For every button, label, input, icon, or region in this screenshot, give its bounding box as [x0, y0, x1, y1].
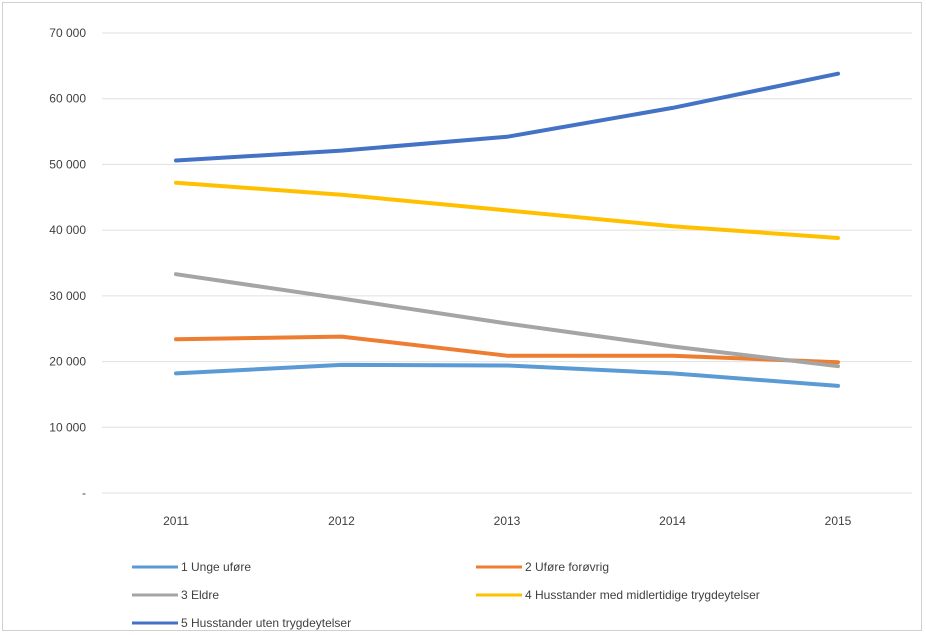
- series-2: [174, 334, 840, 365]
- legend-item: 3 Eldre: [132, 588, 219, 602]
- data-point: [836, 236, 840, 240]
- series-1: [174, 362, 840, 388]
- data-point: [836, 384, 840, 388]
- x-tick-label: 2015: [825, 514, 852, 528]
- series-3: [174, 272, 840, 369]
- series-line: [174, 272, 840, 369]
- series-line: [174, 334, 840, 365]
- data-point: [505, 364, 509, 368]
- data-point: [340, 296, 343, 300]
- series-line: [174, 71, 840, 163]
- data-point: [174, 272, 178, 276]
- data-point: [836, 360, 840, 364]
- series-lines: [174, 71, 840, 388]
- legend-item: 5 Husstander uten trygdeytelser: [132, 616, 351, 630]
- legend-label: 1 Unge uføre: [181, 560, 251, 574]
- legend: 1 Unge uføre 2 Uføre forøvrig 3 Eldre 4 Hus…: [132, 560, 760, 630]
- data-point: [505, 135, 509, 139]
- series-4: [174, 180, 840, 240]
- x-tick-label: 2011: [163, 514, 189, 528]
- data-point: [671, 106, 674, 110]
- data-point: [505, 354, 509, 358]
- data-point: [505, 321, 509, 325]
- data-point: [671, 344, 674, 348]
- legend-item: 4 Husstander med midlertidige trygdeytel…: [476, 588, 760, 602]
- y-tick-label: 30 000: [49, 289, 86, 303]
- data-point: [174, 337, 178, 341]
- legend-label: 4 Husstander med midlertidige trygdeytel…: [525, 588, 760, 602]
- y-tick-label: 10 000: [49, 420, 86, 434]
- data-point: [340, 193, 343, 197]
- y-axis: - 10 000 20 000 30 000 40 000 50 000 60 000 70 …: [49, 26, 86, 500]
- data-point: [340, 149, 343, 153]
- x-axis: 2011 2012 2013 2014 2015: [163, 514, 852, 528]
- data-point: [671, 371, 674, 375]
- data-point: [671, 224, 674, 228]
- x-tick-label: 2014: [659, 514, 686, 528]
- data-point: [505, 208, 509, 212]
- data-point: [174, 181, 178, 185]
- data-point: [340, 335, 343, 339]
- x-tick-label: 2013: [494, 514, 521, 528]
- y-tick-label: 20 000: [49, 355, 86, 369]
- series-5: [174, 71, 840, 163]
- data-point: [836, 364, 840, 368]
- data-point: [671, 354, 674, 358]
- data-point: [340, 363, 343, 367]
- y-tick-label: -: [82, 486, 86, 500]
- y-tick-label: 50 000: [49, 157, 86, 171]
- y-tick-label: 70 000: [49, 26, 86, 40]
- x-tick-label: 2012: [328, 514, 355, 528]
- data-point: [836, 72, 840, 76]
- legend-item: 2 Uføre forøvrig: [476, 560, 609, 574]
- legend-label: 3 Eldre: [181, 588, 219, 602]
- data-point: [174, 371, 178, 375]
- legend-label: 5 Husstander uten trygdeytelser: [181, 616, 351, 630]
- y-tick-label: 40 000: [49, 223, 86, 237]
- legend-item: 1 Unge uføre: [132, 560, 251, 574]
- gridlines: [102, 32, 912, 494]
- data-point: [174, 158, 178, 162]
- y-tick-label: 60 000: [49, 92, 86, 106]
- series-line: [174, 362, 840, 388]
- legend-label: 2 Uføre forøvrig: [525, 560, 609, 574]
